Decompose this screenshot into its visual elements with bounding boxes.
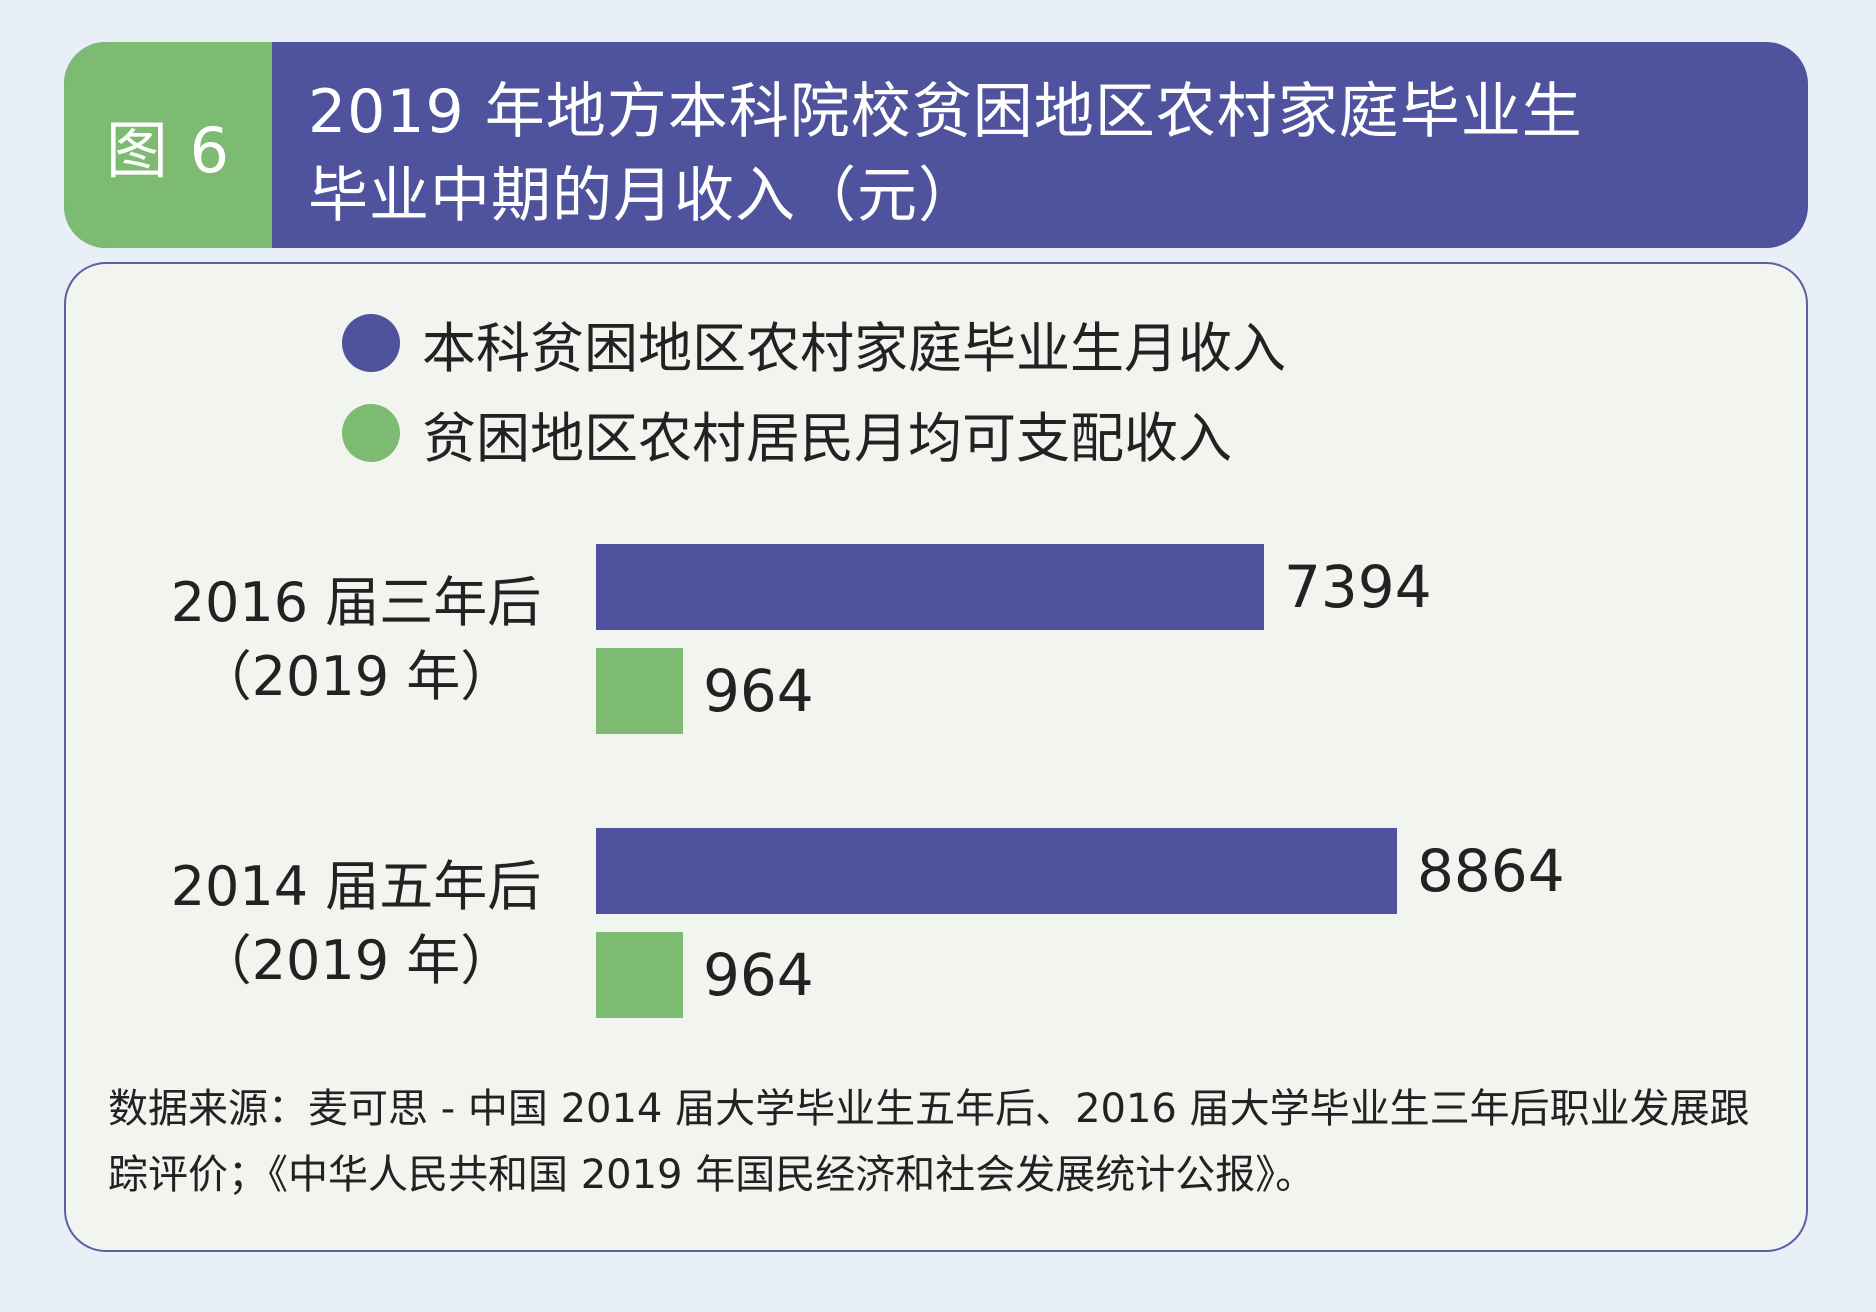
category-label-2014: 2014 届五年后 （2019 年） [136, 850, 576, 998]
legend-item-resident-income: 贫困地区农村居民月均可支配收入 [342, 398, 1232, 470]
bar-value-graduate-income-2014: 8864 [1417, 837, 1565, 905]
figure-header: 图 6 2019 年地方本科院校贫困地区农村家庭毕业生 毕业中期的月收入（元） [64, 42, 1808, 248]
figure-label-box: 图 6 [64, 42, 272, 248]
category-label-2016-line-1: 2016 届三年后 [170, 571, 542, 634]
bar-graduate-income-2016 [596, 544, 1264, 630]
figure-label: 图 6 [105, 114, 231, 187]
bar-value-graduate-income-2016: 7394 [1284, 553, 1432, 621]
bar-resident-income-2016 [596, 648, 683, 734]
legend-label-resident-income: 贫困地区农村居民月均可支配收入 [422, 406, 1232, 470]
data-source-note: 数据来源：麦可思 - 中国 2014 届大学毕业生五年后、2016 届大学毕业生… [108, 1086, 1750, 1198]
bar-resident-income-2014 [596, 932, 683, 1018]
category-label-2016: 2016 届三年后 （2019 年） [136, 566, 576, 714]
category-label-2016-line-2: （2019 年） [197, 645, 515, 708]
bar-graduate-income-2014 [596, 828, 1397, 914]
legend-swatch-graduate-income [342, 314, 400, 372]
bar-value-resident-income-2016: 964 [703, 657, 814, 725]
chart-title-line-2: 毕业中期的月收入（元） [308, 161, 979, 231]
chart-title-line-1: 2019 年地方本科院校贫困地区农村家庭毕业生 [308, 77, 1583, 147]
chart-title: 2019 年地方本科院校贫困地区农村家庭毕业生 毕业中期的月收入（元） [308, 70, 1778, 238]
category-label-2014-line-2: （2019 年） [197, 929, 515, 992]
legend-label-graduate-income: 本科贫困地区农村家庭毕业生月收入 [422, 316, 1286, 380]
category-label-2014-line-1: 2014 届五年后 [170, 855, 542, 918]
legend-item-graduate-income: 本科贫困地区农村家庭毕业生月收入 [342, 308, 1286, 380]
bar-value-resident-income-2014: 964 [703, 941, 814, 1009]
legend-swatch-resident-income [342, 404, 400, 462]
chart-panel: 本科贫困地区农村家庭毕业生月收入 贫困地区农村居民月均可支配收入 2016 届三… [64, 262, 1808, 1252]
